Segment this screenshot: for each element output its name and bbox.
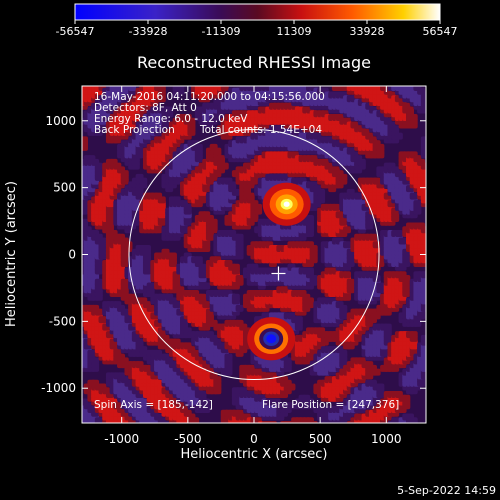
image-cell bbox=[146, 304, 155, 312]
image-cell bbox=[231, 263, 240, 271]
image-cell bbox=[157, 196, 166, 204]
image-cell bbox=[94, 278, 103, 286]
image-area bbox=[82, 86, 426, 423]
image-cell bbox=[224, 353, 233, 361]
image-cell bbox=[287, 383, 296, 391]
image-cell bbox=[228, 181, 237, 189]
colorbar-label-1: -33928 bbox=[129, 25, 168, 38]
colorbar-gradient bbox=[74, 3, 441, 21]
image-cell bbox=[231, 188, 240, 196]
image-cell bbox=[372, 241, 381, 249]
image-cell bbox=[135, 338, 144, 346]
colorbar-label-4: 33928 bbox=[350, 25, 385, 38]
image-cell bbox=[376, 383, 385, 391]
image-cell bbox=[209, 218, 218, 226]
image-cell bbox=[376, 282, 385, 290]
image-cell bbox=[235, 233, 244, 241]
image-cell bbox=[354, 192, 363, 200]
image-cell bbox=[128, 86, 137, 91]
image-cell bbox=[235, 304, 244, 312]
image-cell bbox=[368, 233, 377, 241]
image-cell bbox=[124, 241, 133, 249]
colorbar: -56547 -33928 -11309 11309 33928 56547 bbox=[56, 3, 458, 38]
image-cell bbox=[294, 316, 303, 324]
image-cell bbox=[213, 376, 222, 384]
image-cell bbox=[120, 170, 129, 178]
image-cell bbox=[235, 274, 244, 282]
image-cell bbox=[165, 106, 174, 114]
image-cell bbox=[94, 308, 103, 316]
image-cell bbox=[343, 226, 352, 234]
colorbar-label-2: -11309 bbox=[202, 25, 241, 38]
image-cell bbox=[194, 256, 203, 264]
image-cell bbox=[339, 349, 348, 357]
image-cell bbox=[98, 316, 107, 324]
image-cell bbox=[305, 297, 314, 305]
image-cell bbox=[87, 349, 96, 357]
image-cell bbox=[220, 162, 229, 170]
image-cell bbox=[198, 263, 207, 271]
image-cell bbox=[317, 188, 326, 196]
colorbar-label-0: -56547 bbox=[56, 25, 95, 38]
image-cell bbox=[343, 271, 352, 279]
image-cell bbox=[343, 241, 352, 249]
image-cell bbox=[202, 301, 211, 309]
image-cell bbox=[176, 86, 185, 91]
image-cell bbox=[339, 173, 348, 181]
image-cell bbox=[309, 274, 318, 282]
image-cell bbox=[246, 192, 255, 200]
image-cell bbox=[346, 278, 355, 286]
image-cell bbox=[172, 301, 181, 309]
image-cell bbox=[305, 215, 314, 223]
image-cell bbox=[198, 293, 207, 301]
image-cell bbox=[283, 357, 292, 365]
image-cell bbox=[82, 136, 88, 144]
image-cell bbox=[217, 155, 226, 163]
image-cell bbox=[305, 267, 314, 275]
image-cell bbox=[213, 147, 222, 155]
image-cell bbox=[183, 203, 192, 211]
colorbar-label-3: 11309 bbox=[277, 25, 312, 38]
image-cell bbox=[268, 421, 277, 423]
image-cell bbox=[194, 143, 203, 151]
image-cell bbox=[94, 162, 103, 170]
image-cell bbox=[142, 245, 151, 253]
image-cell bbox=[254, 203, 263, 211]
colorbar-label-5: 56547 bbox=[423, 25, 458, 38]
image-cell bbox=[372, 368, 381, 376]
image-cell bbox=[331, 203, 340, 211]
image-cell bbox=[198, 391, 207, 399]
chart-title: Reconstructed RHESSI Image bbox=[137, 53, 371, 72]
image-cell bbox=[309, 245, 318, 253]
image-cell bbox=[82, 218, 88, 226]
image-cell bbox=[231, 293, 240, 301]
image-cell bbox=[146, 282, 155, 290]
image-cell bbox=[357, 158, 366, 166]
image-cell bbox=[120, 278, 129, 286]
image-cell bbox=[339, 304, 348, 312]
image-cell bbox=[139, 177, 148, 185]
image-cell bbox=[220, 86, 229, 91]
image-cell bbox=[91, 357, 100, 365]
image-cell bbox=[202, 282, 211, 290]
image-cell bbox=[168, 252, 177, 260]
image-cell bbox=[309, 421, 318, 423]
image-cell bbox=[161, 421, 170, 423]
image-cell bbox=[157, 86, 166, 91]
image-cell bbox=[98, 237, 107, 245]
